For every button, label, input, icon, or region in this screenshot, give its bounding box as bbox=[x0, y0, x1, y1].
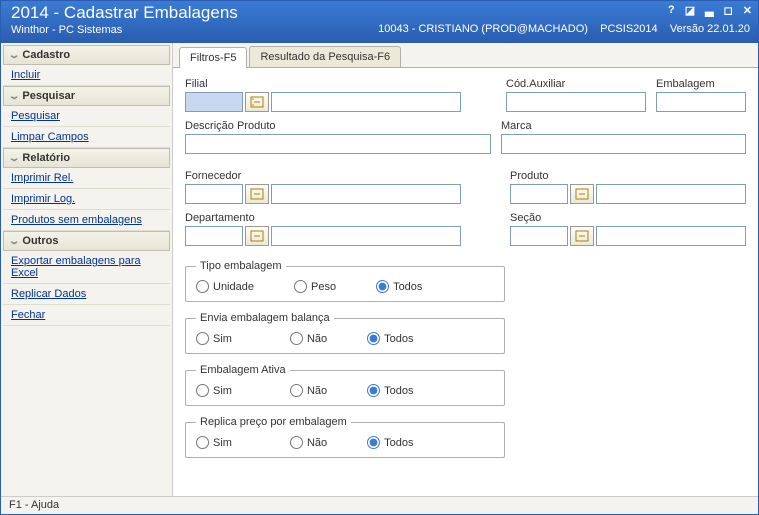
main: Filtros-F5 Resultado da Pesquisa-F6 Fili… bbox=[173, 43, 758, 496]
group-envia-balanca: Envia embalagem balança Sim Não Todos bbox=[185, 312, 505, 354]
radio-replica-todos[interactable]: Todos bbox=[367, 436, 413, 449]
group-replica-preco: Replica preço por embalagem Sim Não Todo… bbox=[185, 416, 505, 458]
label-filial: Filial bbox=[185, 78, 461, 90]
field-departamento: Departamento bbox=[185, 212, 461, 246]
input-secao-desc[interactable] bbox=[596, 226, 746, 246]
input-marca[interactable] bbox=[501, 134, 746, 154]
group-header-outros[interactable]: Outros bbox=[3, 231, 170, 251]
input-descprod[interactable] bbox=[185, 134, 491, 154]
form-area: Filial Cód.Auxiliar bbox=[173, 68, 758, 496]
input-produto-desc[interactable] bbox=[596, 184, 746, 204]
legend-replica-preco: Replica preço por embalagem bbox=[196, 416, 351, 428]
radio-ativa-nao[interactable]: Não bbox=[290, 384, 327, 397]
radio-replica-sim[interactable]: Sim bbox=[196, 436, 232, 449]
group-embalagem-ativa: Embalagem Ativa Sim Não Todos bbox=[185, 364, 505, 406]
group-header-relatorio[interactable]: Relatório bbox=[3, 148, 170, 168]
sidebar-item-exportar-excel[interactable]: Exportar embalagens para Excel bbox=[3, 251, 170, 284]
radio-tipo-unidade[interactable]: Unidade bbox=[196, 280, 254, 293]
tabs: Filtros-F5 Resultado da Pesquisa-F6 bbox=[173, 43, 758, 68]
lookup-icon bbox=[575, 230, 589, 242]
field-produto: Produto bbox=[510, 170, 746, 204]
lookup-fornecedor-button[interactable] bbox=[245, 184, 269, 204]
lookup-departamento-button[interactable] bbox=[245, 226, 269, 246]
input-secao[interactable] bbox=[510, 226, 568, 246]
legend-tipo-embalagem: Tipo embalagem bbox=[196, 260, 286, 272]
radio-tipo-peso[interactable]: Peso bbox=[294, 280, 336, 293]
legend-envia-balanca: Envia embalagem balança bbox=[196, 312, 334, 324]
lookup-icon bbox=[575, 188, 589, 200]
group-tipo-embalagem: Tipo embalagem Unidade Peso Todos bbox=[185, 260, 505, 302]
label-marca: Marca bbox=[501, 120, 746, 132]
lookup-icon bbox=[250, 188, 264, 200]
lookup-secao-button[interactable] bbox=[570, 226, 594, 246]
user-info: 10043 - CRISTIANO (PROD@MACHADO) bbox=[378, 23, 588, 35]
label-descprod: Descrição Produto bbox=[185, 120, 491, 132]
lookup-icon bbox=[250, 96, 264, 108]
minimize-icon[interactable]: ▃ bbox=[705, 4, 713, 17]
field-secao: Seção bbox=[510, 212, 746, 246]
titlebar: 2014 - Cadastrar Embalagens Winthor - PC… bbox=[1, 1, 758, 43]
label-codaux: Cód.Auxiliar bbox=[506, 78, 646, 90]
window-title: 2014 - Cadastrar Embalagens bbox=[11, 3, 748, 23]
input-produto[interactable] bbox=[510, 184, 568, 204]
radio-ativa-todos[interactable]: Todos bbox=[367, 384, 413, 397]
tab-resultado[interactable]: Resultado da Pesquisa-F6 bbox=[249, 46, 401, 67]
field-fornecedor: Fornecedor bbox=[185, 170, 461, 204]
field-embalagem: Embalagem bbox=[656, 78, 746, 112]
label-fornecedor: Fornecedor bbox=[185, 170, 461, 182]
input-departamento-desc[interactable] bbox=[271, 226, 461, 246]
sidebar-item-incluir[interactable]: Incluir bbox=[3, 65, 170, 86]
body: Cadastro Incluir Pesquisar Pesquisar Lim… bbox=[1, 43, 758, 496]
maximize-icon[interactable]: ◻ bbox=[724, 4, 733, 17]
sidebar-item-replicar-dados[interactable]: Replicar Dados bbox=[3, 284, 170, 305]
field-marca: Marca bbox=[501, 120, 746, 154]
window-frame: 2014 - Cadastrar Embalagens Winthor - PC… bbox=[0, 0, 759, 515]
label-departamento: Departamento bbox=[185, 212, 461, 224]
input-departamento[interactable] bbox=[185, 226, 243, 246]
statusbar: F1 - Ajuda bbox=[1, 496, 758, 514]
radio-balanca-nao[interactable]: Não bbox=[290, 332, 327, 345]
input-filial[interactable] bbox=[185, 92, 243, 112]
app-info: PCSIS2014 bbox=[600, 23, 657, 35]
legend-embalagem-ativa: Embalagem Ativa bbox=[196, 364, 290, 376]
sidebar-item-pesquisar[interactable]: Pesquisar bbox=[3, 106, 170, 127]
input-filial-desc[interactable] bbox=[271, 92, 461, 112]
field-descprod: Descrição Produto bbox=[185, 120, 491, 154]
radio-balanca-sim[interactable]: Sim bbox=[196, 332, 232, 345]
group-header-cadastro[interactable]: Cadastro bbox=[3, 45, 170, 65]
label-produto: Produto bbox=[510, 170, 746, 182]
group-header-pesquisar[interactable]: Pesquisar bbox=[3, 86, 170, 106]
window-right-info: 10043 - CRISTIANO (PROD@MACHADO) PCSIS20… bbox=[378, 23, 750, 35]
field-codaux: Cód.Auxiliar bbox=[506, 78, 646, 112]
lookup-filial-button[interactable] bbox=[245, 92, 269, 112]
label-embalagem: Embalagem bbox=[656, 78, 746, 90]
input-fornecedor[interactable] bbox=[185, 184, 243, 204]
input-embalagem[interactable] bbox=[656, 92, 746, 112]
tab-filtros[interactable]: Filtros-F5 bbox=[179, 47, 247, 68]
radio-balanca-todos[interactable]: Todos bbox=[367, 332, 413, 345]
edit-icon[interactable]: ◪ bbox=[685, 4, 695, 17]
sidebar: Cadastro Incluir Pesquisar Pesquisar Lim… bbox=[1, 43, 173, 496]
input-fornecedor-desc[interactable] bbox=[271, 184, 461, 204]
label-secao: Seção bbox=[510, 212, 746, 224]
lookup-icon bbox=[250, 230, 264, 242]
help-icon[interactable]: ? bbox=[668, 4, 675, 17]
radio-tipo-todos[interactable]: Todos bbox=[376, 280, 422, 293]
input-codaux[interactable] bbox=[506, 92, 646, 112]
sidebar-item-imprimir-rel[interactable]: Imprimir Rel. bbox=[3, 168, 170, 189]
sidebar-item-limpar-campos[interactable]: Limpar Campos bbox=[3, 127, 170, 148]
close-icon[interactable]: ✕ bbox=[743, 4, 752, 17]
sidebar-item-fechar[interactable]: Fechar bbox=[3, 305, 170, 326]
window-controls: ? ◪ ▃ ◻ ✕ bbox=[668, 4, 752, 17]
radio-ativa-sim[interactable]: Sim bbox=[196, 384, 232, 397]
sidebar-item-imprimir-log[interactable]: Imprimir Log. bbox=[3, 189, 170, 210]
field-filial: Filial bbox=[185, 78, 461, 112]
sidebar-item-produtos-sem-embalagens[interactable]: Produtos sem embalagens bbox=[3, 210, 170, 231]
lookup-produto-button[interactable] bbox=[570, 184, 594, 204]
radio-replica-nao[interactable]: Não bbox=[290, 436, 327, 449]
version-info: Versão 22.01.20 bbox=[670, 23, 750, 35]
